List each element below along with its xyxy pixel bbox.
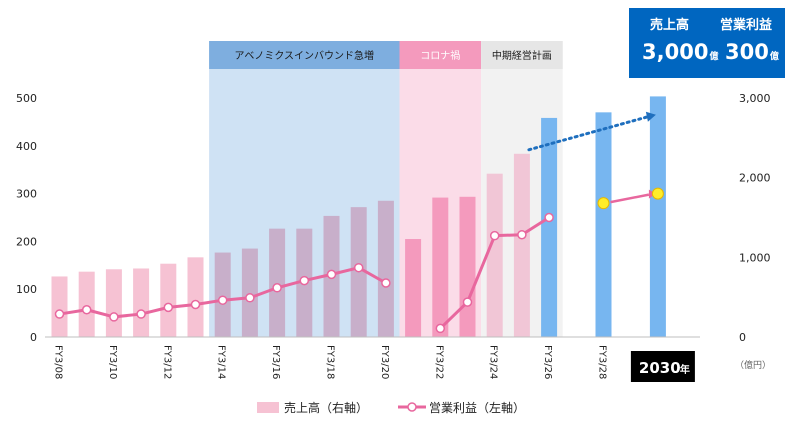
year-2030-suffix: 年 bbox=[680, 363, 690, 376]
sales-bar bbox=[214, 252, 231, 337]
x-tick-label: FY3/26 bbox=[542, 345, 553, 379]
x-tick-label: FY3/28 bbox=[597, 345, 608, 379]
sales-bar bbox=[105, 269, 122, 337]
profit-marker bbox=[136, 309, 146, 319]
sales-bar bbox=[432, 197, 449, 337]
profit-marker bbox=[272, 283, 282, 293]
profit-marker bbox=[81, 305, 92, 315]
profit-marker bbox=[299, 275, 310, 286]
y-left-tick: 200 bbox=[16, 235, 37, 248]
sales-bar bbox=[269, 228, 286, 337]
sales-bar bbox=[78, 271, 95, 337]
x-tick-label: FY3/16 bbox=[270, 345, 281, 379]
y-left-tick: 400 bbox=[16, 140, 37, 153]
x-tick-label: FY3/18 bbox=[325, 345, 336, 379]
target-sales-label: 売上高 bbox=[650, 18, 690, 33]
period-header bbox=[399, 41, 482, 69]
sales-bar bbox=[187, 257, 204, 337]
target-trend-line bbox=[610, 193, 650, 204]
legend-line-marker bbox=[407, 402, 417, 412]
x-tick-label: FY3/12 bbox=[161, 345, 172, 379]
sales-bar bbox=[486, 173, 503, 337]
sales-bar bbox=[541, 117, 558, 338]
legend-profit-label: 営業利益（左軸） bbox=[429, 400, 525, 415]
y-left-tick: 500 bbox=[16, 92, 37, 105]
x-tick-label: FY3/22 bbox=[433, 345, 444, 379]
sales-bar bbox=[133, 268, 150, 337]
profit-marker bbox=[381, 278, 391, 288]
y-right-tick: 0 bbox=[739, 331, 746, 344]
sales-trend-arrowhead bbox=[645, 111, 656, 122]
period-header bbox=[209, 41, 400, 69]
year-2030-number: 2030 bbox=[639, 359, 681, 377]
sales-bar bbox=[51, 276, 68, 337]
legend-bar-swatch bbox=[257, 402, 279, 413]
profit-marker bbox=[163, 302, 174, 313]
legend-sales-label: 売上高（右軸） bbox=[284, 400, 368, 415]
profit-marker bbox=[54, 309, 65, 319]
year-2030-box bbox=[630, 351, 695, 382]
target-marker bbox=[651, 187, 664, 200]
sales-bar bbox=[595, 112, 612, 337]
y-right-tick: 1,000 bbox=[739, 251, 771, 264]
y-left-tick: 100 bbox=[16, 283, 37, 296]
profit-marker bbox=[489, 230, 500, 241]
profit-marker bbox=[109, 312, 119, 322]
sales-bar bbox=[459, 196, 476, 337]
y-right-tick: 2,000 bbox=[739, 172, 771, 185]
profit-marker bbox=[245, 293, 255, 303]
x-tick-label: FY3/24 bbox=[488, 345, 499, 379]
profit-marker bbox=[217, 295, 228, 305]
x-tick-label: FY3/08 bbox=[53, 345, 64, 379]
y-right-unit: （億円） bbox=[735, 359, 771, 371]
x-tick-label: FY3/10 bbox=[107, 345, 118, 379]
period-label: アベノミクスインバウンド急増 bbox=[235, 49, 375, 62]
target-profit-label: 営業利益 bbox=[720, 18, 773, 33]
profit-marker bbox=[517, 229, 527, 240]
profit-marker bbox=[435, 323, 446, 334]
target-box: 売上高 営業利益 3,000億 300億 bbox=[629, 8, 785, 78]
profit-marker bbox=[190, 299, 201, 310]
target-sales-value: 3,000億 bbox=[642, 40, 719, 64]
x-tick-label: FY3/14 bbox=[216, 345, 227, 379]
sales-bar bbox=[241, 248, 258, 337]
period-label: 中期経営計画 bbox=[492, 49, 552, 62]
profit-marker bbox=[326, 269, 337, 280]
y-left-tick: 0 bbox=[30, 331, 37, 344]
sales-bar bbox=[649, 96, 666, 337]
profit-marker bbox=[353, 262, 364, 273]
sales-trend-arrow bbox=[527, 115, 650, 152]
target-profit-value: 300億 bbox=[725, 40, 779, 64]
sales-bar bbox=[160, 263, 177, 337]
sales-bar bbox=[513, 153, 530, 337]
period-label: コロナ禍 bbox=[420, 49, 460, 62]
sales-bar bbox=[377, 200, 394, 337]
period-header bbox=[481, 41, 563, 69]
target-marker bbox=[597, 197, 610, 210]
x-tick-label: FY3/20 bbox=[379, 345, 390, 379]
profit-marker bbox=[544, 212, 554, 223]
y-left-tick: 300 bbox=[16, 188, 37, 201]
sales-bar bbox=[405, 239, 422, 337]
profit-marker bbox=[462, 297, 473, 307]
y-right-tick: 3,000 bbox=[739, 92, 771, 105]
